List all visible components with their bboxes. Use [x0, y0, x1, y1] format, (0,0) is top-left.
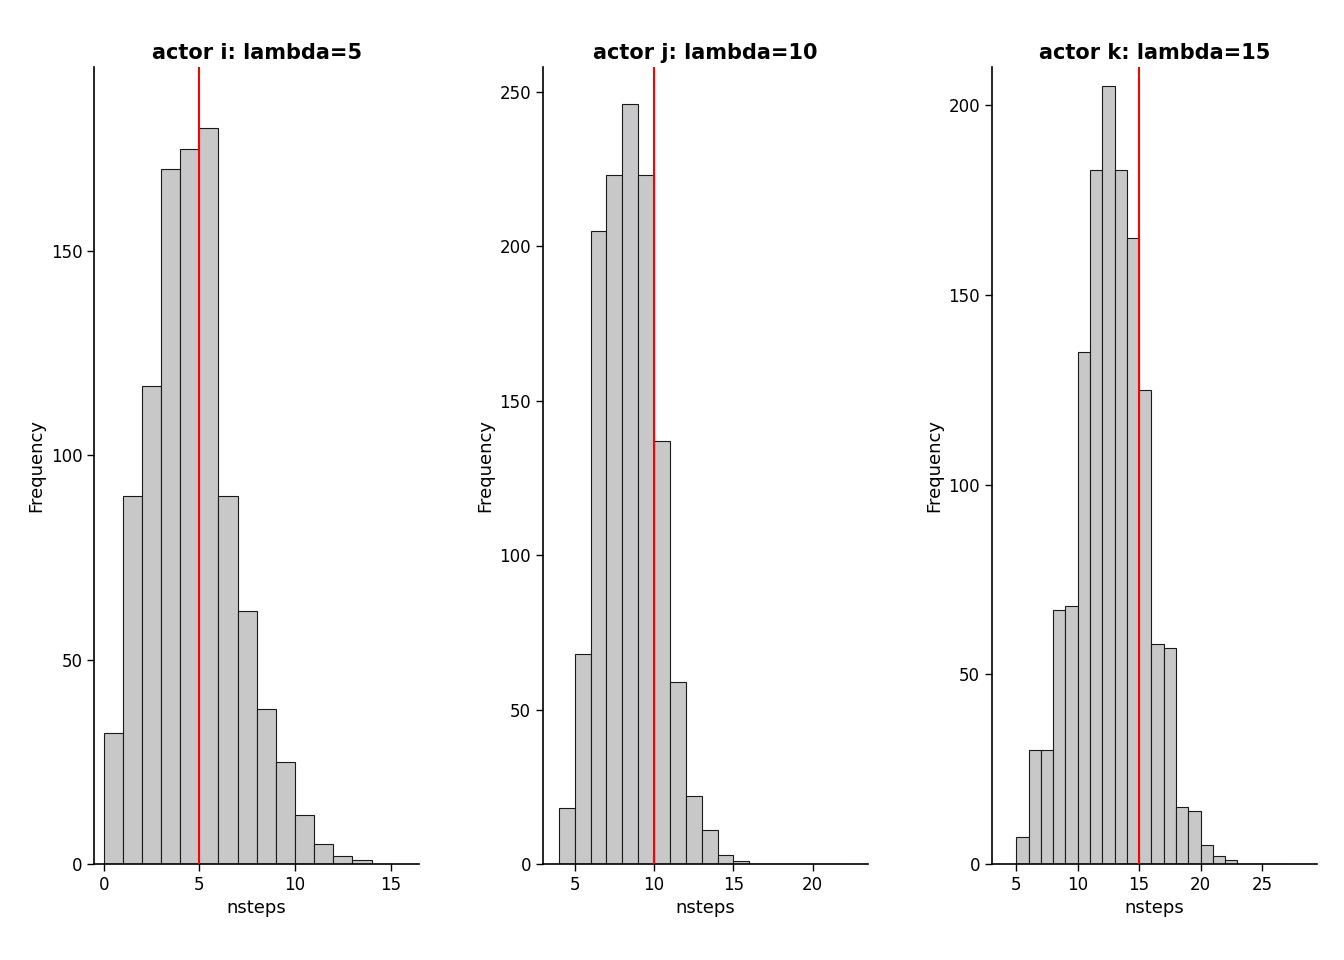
Bar: [718, 854, 734, 864]
Bar: [559, 808, 575, 864]
Bar: [294, 815, 314, 864]
Title: actor j: lambda=10: actor j: lambda=10: [593, 43, 818, 62]
Bar: [276, 762, 294, 864]
Bar: [103, 733, 122, 864]
Bar: [238, 611, 257, 864]
Bar: [257, 708, 276, 864]
Bar: [1140, 390, 1152, 864]
Bar: [142, 386, 161, 864]
Bar: [1126, 238, 1140, 864]
Y-axis label: Frequency: Frequency: [925, 420, 943, 512]
X-axis label: nsteps: nsteps: [1125, 900, 1184, 918]
Bar: [1226, 860, 1238, 864]
Bar: [1176, 807, 1188, 864]
Bar: [655, 441, 669, 864]
Bar: [352, 860, 371, 864]
Bar: [622, 105, 638, 864]
Bar: [199, 129, 219, 864]
Bar: [1152, 644, 1164, 864]
Bar: [1102, 86, 1114, 864]
Bar: [219, 496, 238, 864]
Bar: [702, 830, 718, 864]
Bar: [669, 682, 685, 864]
Bar: [1188, 811, 1200, 864]
Y-axis label: Frequency: Frequency: [476, 420, 495, 512]
Bar: [734, 861, 749, 864]
Bar: [1016, 837, 1028, 864]
Bar: [1042, 750, 1054, 864]
Title: actor k: lambda=15: actor k: lambda=15: [1039, 43, 1270, 62]
X-axis label: nsteps: nsteps: [227, 900, 286, 918]
Bar: [638, 176, 655, 864]
Title: actor i: lambda=5: actor i: lambda=5: [152, 43, 362, 62]
Bar: [314, 844, 333, 864]
Bar: [575, 654, 590, 864]
Bar: [1054, 610, 1066, 864]
Bar: [180, 149, 199, 864]
Bar: [1212, 856, 1226, 864]
Bar: [1066, 606, 1078, 864]
Bar: [1200, 845, 1212, 864]
Bar: [161, 169, 180, 864]
Bar: [1164, 648, 1176, 864]
Bar: [1114, 170, 1126, 864]
Bar: [1090, 170, 1102, 864]
Bar: [122, 496, 142, 864]
Bar: [590, 231, 606, 864]
Y-axis label: Frequency: Frequency: [27, 420, 46, 512]
Bar: [685, 796, 702, 864]
Bar: [1028, 750, 1042, 864]
X-axis label: nsteps: nsteps: [676, 900, 735, 918]
Bar: [1078, 351, 1090, 864]
Bar: [606, 176, 622, 864]
Bar: [333, 855, 352, 864]
